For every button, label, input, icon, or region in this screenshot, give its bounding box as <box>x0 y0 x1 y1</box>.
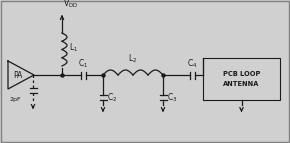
Bar <box>203 58 280 100</box>
Text: C$_4$: C$_4$ <box>187 57 197 69</box>
Text: L$_2$: L$_2$ <box>128 52 138 65</box>
Text: L$_1$: L$_1$ <box>69 42 78 54</box>
Text: PCB LOOP: PCB LOOP <box>223 71 260 77</box>
Text: V$_\mathregular{DD}$: V$_\mathregular{DD}$ <box>63 0 78 10</box>
Text: C$_1$: C$_1$ <box>78 57 88 69</box>
Text: C$_2$: C$_2$ <box>107 92 117 104</box>
Text: PA: PA <box>13 70 22 80</box>
Text: ANTENNA: ANTENNA <box>223 81 260 87</box>
Text: C$_3$: C$_3$ <box>167 92 177 104</box>
Text: 2pF: 2pF <box>10 97 22 102</box>
